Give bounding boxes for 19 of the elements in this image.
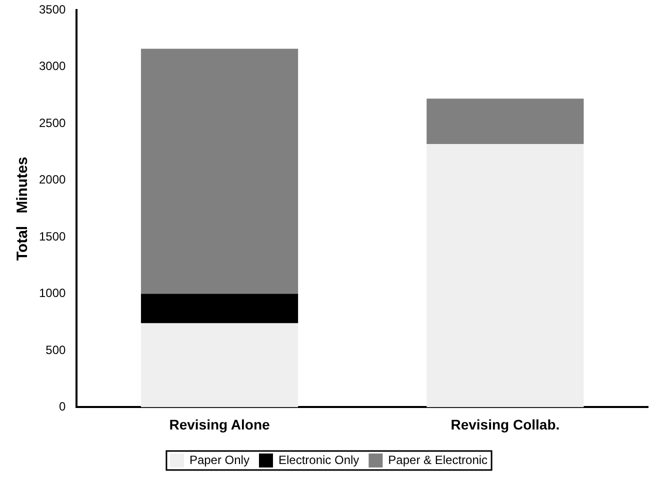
- y-tick-label: 2500: [38, 116, 66, 130]
- y-tick-label: 3500: [38, 2, 66, 17]
- legend-label: Paper Only: [189, 452, 250, 467]
- legend-label: Paper & Electronic: [388, 452, 488, 467]
- bar: [426, 144, 584, 408]
- y-tick-label: 0: [59, 400, 66, 414]
- bar: [140, 48, 298, 294]
- y-tick-label: 3000: [38, 59, 66, 74]
- y-tick-label: 1500: [38, 229, 66, 244]
- bar: [426, 98, 584, 144]
- y-axis-title: Total Minutes: [14, 156, 32, 261]
- legend-label: Electronic Only: [278, 452, 360, 467]
- y-tick-label: 500: [46, 342, 66, 357]
- y-tick-label: 2000: [38, 172, 66, 187]
- bar: [140, 323, 298, 408]
- x-tick-label: Revising Alone: [169, 416, 270, 432]
- y-tick-label: 1000: [38, 286, 66, 300]
- x-tick-label: Revising Collab.: [450, 416, 560, 432]
- bar: [140, 294, 298, 324]
